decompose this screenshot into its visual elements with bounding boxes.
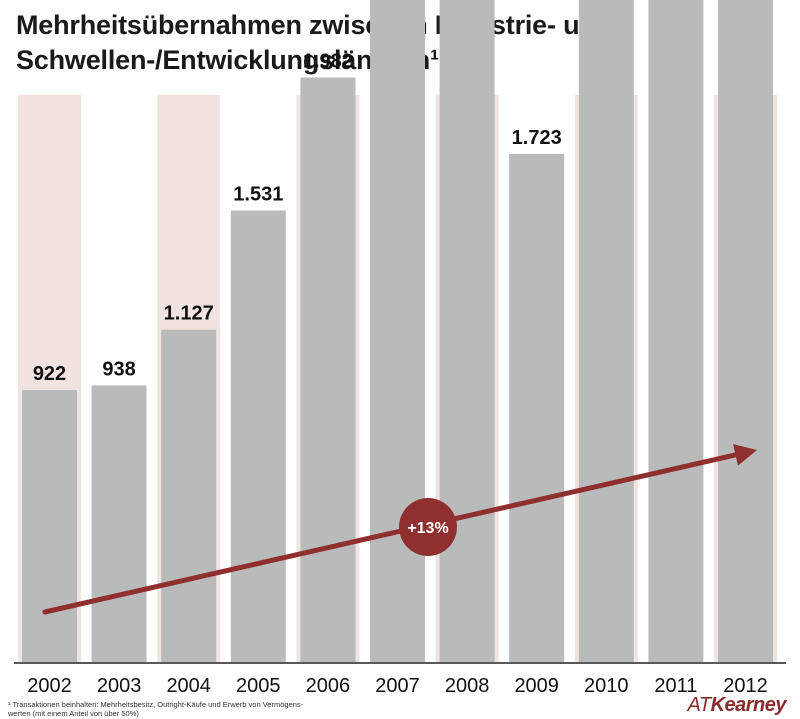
logo-prefix: AT bbox=[687, 694, 711, 716]
data-label-2003: 938 bbox=[102, 358, 135, 380]
x-tick-label-2012: 2012 bbox=[723, 675, 768, 697]
chart-title-line-1: Mehrheitsübernahmen zwischen Industrie- … bbox=[16, 10, 612, 40]
logo-name: Kearney bbox=[710, 694, 787, 716]
bar-2005 bbox=[230, 210, 286, 662]
bar-2009 bbox=[509, 153, 565, 662]
growth-rate-label: +13% bbox=[407, 520, 448, 537]
x-tick-label-2006: 2006 bbox=[306, 675, 351, 697]
bar-2011 bbox=[648, 0, 704, 663]
x-tick-label-2004: 2004 bbox=[166, 675, 211, 697]
trend-arrow-head bbox=[733, 444, 757, 466]
bar-2006 bbox=[300, 77, 356, 663]
x-tick-label-2002: 2002 bbox=[27, 675, 72, 697]
bar-2003 bbox=[91, 385, 147, 662]
chart-title: Mehrheitsübernahmen zwischen Industrie- … bbox=[16, 8, 786, 78]
bar-2002 bbox=[22, 390, 77, 662]
footnote-line-2: werten (mit einem Anteil von über 50%) bbox=[8, 709, 139, 718]
x-tick-label-2007: 2007 bbox=[375, 675, 420, 697]
company-logo: ATKearney bbox=[687, 694, 786, 717]
chart-title-line-2: Schwellen-/Entwicklungsländern¹ bbox=[16, 45, 439, 75]
x-tick-label-2005: 2005 bbox=[236, 675, 281, 697]
x-tick-label-2009: 2009 bbox=[514, 675, 559, 697]
bar-2010 bbox=[578, 0, 634, 662]
x-tick-label-2011: 2011 bbox=[654, 675, 697, 697]
data-label-2006: 1.982 bbox=[303, 51, 353, 73]
x-tick-label-2003: 2003 bbox=[97, 675, 142, 697]
data-label-2009: 1.723 bbox=[512, 127, 562, 149]
growth-rate-circle bbox=[399, 498, 457, 556]
bar-2012 bbox=[718, 0, 773, 662]
footnote-line-1: ¹ Transaktionen beinhalten: Mehrheitsbes… bbox=[8, 700, 304, 709]
data-label-2005: 1.531 bbox=[233, 184, 283, 206]
bar-2007 bbox=[370, 0, 425, 663]
data-label-2002: 922 bbox=[33, 363, 66, 385]
trend-arrow-line bbox=[42, 450, 746, 615]
footnote: ¹ Transaktionen beinhalten: Mehrheitsbes… bbox=[8, 700, 388, 718]
bar-2004 bbox=[161, 329, 217, 662]
x-tick-label-2010: 2010 bbox=[584, 675, 629, 697]
bar-2008 bbox=[439, 0, 495, 662]
x-tick-label-2008: 2008 bbox=[445, 675, 490, 697]
data-label-2004: 1.127 bbox=[164, 303, 214, 325]
